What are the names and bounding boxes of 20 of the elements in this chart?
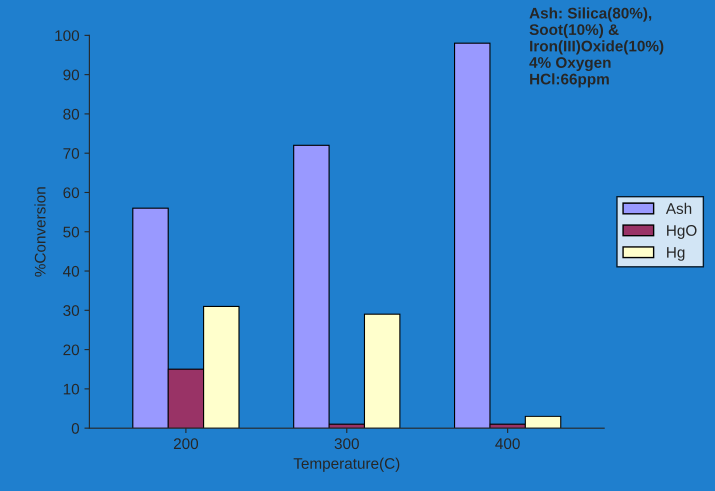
y-tick-label: 10 xyxy=(64,384,80,395)
legend-label: Hg xyxy=(667,247,684,261)
y-tick-label: 80 xyxy=(63,108,80,120)
y-axis-title: %Conversion xyxy=(34,187,46,277)
y-tick-label: 50 xyxy=(63,226,80,238)
legend-label: Ash xyxy=(666,202,692,214)
legend-label: HgO xyxy=(667,225,697,239)
y-tick-label: 100 xyxy=(55,30,80,42)
y-tick-label: 20 xyxy=(63,344,80,356)
x-tick-label: 400 xyxy=(495,438,520,450)
y-tick-label: 30 xyxy=(63,305,80,316)
x-tick-label: 200 xyxy=(174,438,198,450)
y-tick-label: 0 xyxy=(72,423,80,434)
x-axis-title: Temperature(C) xyxy=(294,458,400,472)
y-tick-label: 90 xyxy=(63,70,80,80)
y-tick-label: 70 xyxy=(63,148,80,159)
y-tick-label: 60 xyxy=(63,187,80,198)
y-tick-label: 40 xyxy=(63,266,80,277)
annotation: Ash: Silica(80%), Soot(10%) & Iron(III)Oxide(10%) 4% Oxygen HCl:66ppm xyxy=(529,7,664,88)
x-tick-label: 300 xyxy=(334,438,359,450)
